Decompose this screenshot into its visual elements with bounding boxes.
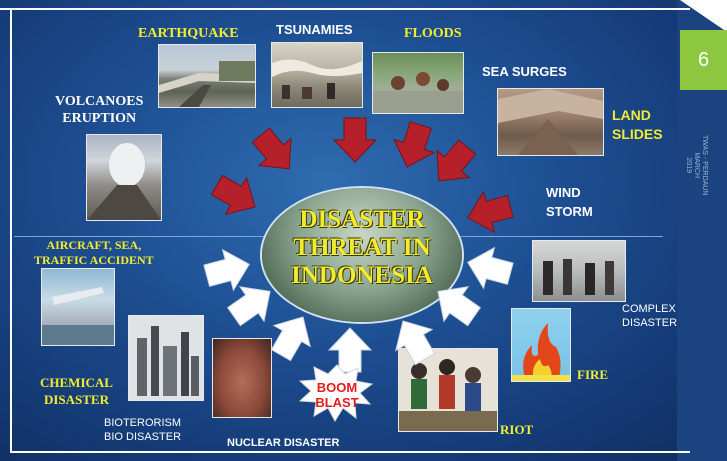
- complex-disaster-photo: [532, 240, 626, 302]
- label-tsunamies: TSUNAMIES: [276, 22, 353, 37]
- label-line: CHEMICAL: [40, 375, 113, 390]
- threat-arrow: [205, 166, 267, 226]
- center-title: DISASTER THREAT IN INDONESIA: [262, 206, 462, 290]
- divider-right: [458, 236, 663, 237]
- label-line: DISASTER: [43, 392, 109, 407]
- threat-arrow: [386, 118, 442, 174]
- page-number: 6: [680, 30, 727, 90]
- threat-arrow: [422, 133, 484, 195]
- response-arrow: [221, 273, 283, 335]
- label-volcanoes: VOLCANOES ERUPTION: [55, 93, 143, 127]
- bio-disaster-photo: [212, 338, 272, 418]
- threat-arrows: [205, 117, 517, 239]
- label-wind-storm: WIND STORM: [546, 183, 593, 221]
- crowd-scene: [543, 259, 614, 295]
- landslide-photo: [497, 88, 604, 156]
- label-chemical: CHEMICAL DISASTER: [40, 374, 113, 408]
- response-arrows: [200, 241, 517, 373]
- boom-blast-line: BOOM: [316, 380, 358, 395]
- label-line: COMPLEX: [622, 303, 676, 315]
- label-bioterorism: BIOTERORISM BIO DISASTER: [104, 416, 181, 444]
- threat-arrow: [333, 117, 377, 163]
- boom-burst: [298, 364, 374, 423]
- response-arrow: [262, 305, 322, 367]
- label-line: STORM: [546, 204, 593, 219]
- label-riot: RIOT: [500, 422, 534, 437]
- fire-flame: [512, 323, 570, 381]
- label-sea-surges: SEA SURGES: [482, 64, 567, 79]
- label-line: SLIDES: [612, 126, 663, 142]
- factory-scene: [137, 326, 199, 396]
- label-fire: FIRE: [577, 367, 609, 382]
- accident-scene: [42, 287, 114, 345]
- threat-arrow: [461, 185, 517, 239]
- earthquake-scene: [159, 61, 255, 107]
- response-arrow: [384, 309, 444, 371]
- accident-photo: [41, 268, 115, 346]
- label-line: LAND: [612, 107, 651, 123]
- riot-photo: [398, 348, 498, 432]
- threat-arrow: [244, 121, 306, 183]
- label-floods: FLOODS: [404, 26, 462, 41]
- label-line: BIO DISASTER: [104, 431, 182, 443]
- response-arrow: [328, 327, 372, 373]
- center-ellipse: [262, 188, 462, 322]
- label-line: AIRCRAFT, SEA,: [46, 238, 142, 252]
- response-arrow: [425, 273, 487, 335]
- volcano-scene: [87, 143, 161, 220]
- label-earthquake: EARTHQUAKE: [138, 26, 239, 41]
- tsunami-photo: [271, 42, 363, 108]
- fire-photo: [511, 308, 571, 382]
- frame-left: [10, 8, 12, 453]
- label-complex: COMPLEX DISASTER: [622, 302, 677, 330]
- label-aircraft: AIRCRAFT, SEA, TRAFFIC ACCIDENT: [34, 238, 154, 268]
- volcano-photo: [86, 134, 162, 221]
- boom-blast-label: BOOM BLAST: [307, 380, 367, 410]
- label-line: VOLCANOES: [55, 94, 144, 109]
- label-line: TRAFFIC ACCIDENT: [34, 253, 154, 267]
- label-nuclear: NUCLEAR DISASTER: [227, 437, 340, 449]
- label-line: WIND: [546, 185, 581, 200]
- label-land-slides: LAND SLIDES: [612, 106, 663, 144]
- riot-scene: [399, 359, 497, 431]
- label-line: BIOTERORISM: [104, 417, 182, 429]
- response-arrow: [461, 241, 517, 295]
- frame-bottom: [10, 451, 690, 453]
- flood-scene: [373, 72, 463, 113]
- boom-blast-line: BLAST: [315, 395, 359, 410]
- divider-left: [14, 236, 269, 237]
- earthquake-photo: [158, 44, 256, 108]
- center-title-line: DISASTER: [299, 206, 425, 233]
- chemical-photo: [128, 315, 204, 401]
- landslide-scene: [498, 89, 603, 155]
- center-title-line: INDONESIA: [291, 262, 433, 289]
- label-line: DISASTER: [622, 317, 678, 329]
- tsunami-scene: [272, 59, 362, 99]
- frame-top: [0, 8, 690, 10]
- flood-photo: [372, 52, 464, 114]
- label-line: ERUPTION: [62, 111, 137, 126]
- center-title-line: THREAT IN: [293, 234, 431, 261]
